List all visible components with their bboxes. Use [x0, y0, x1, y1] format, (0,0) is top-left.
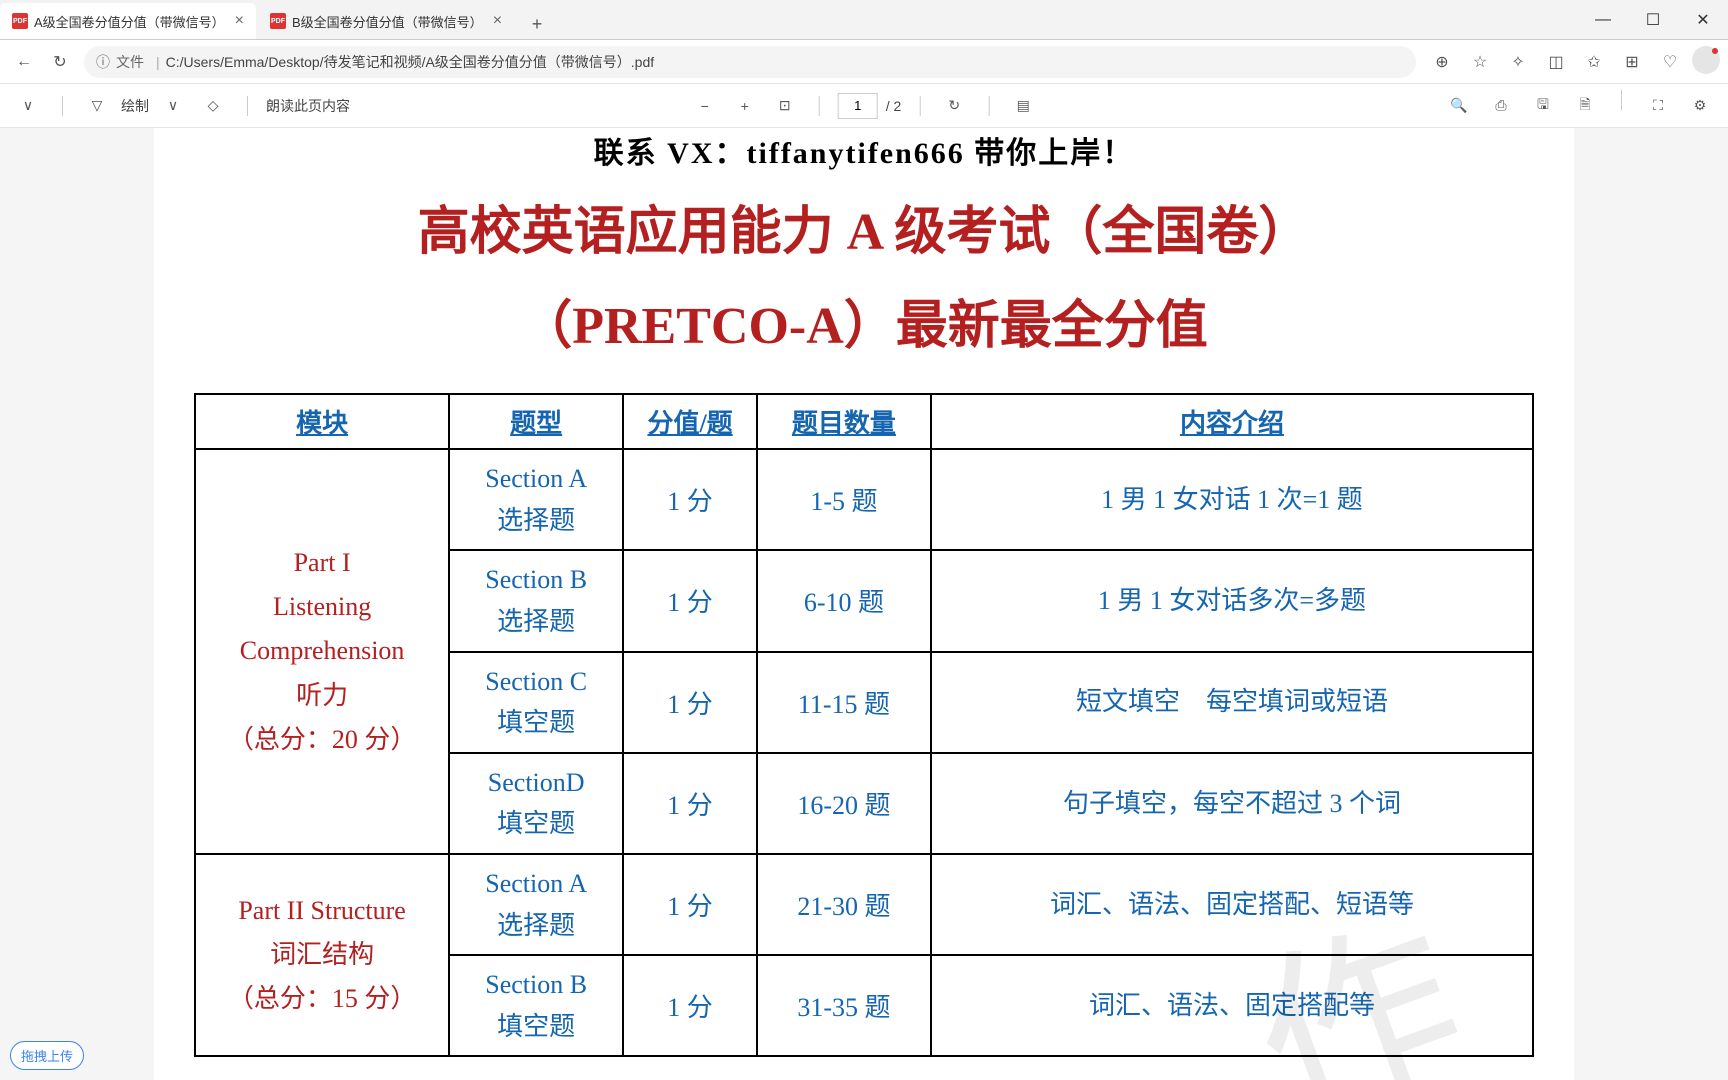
pdf-toolbar: ∨ ▽ 绘制 ∨ ◇ 朗读此页内容 − + ⊡ / 2 ↻ ▤ 🔍 ⎙ 🖫 🗎 … — [0, 84, 1728, 128]
avatar[interactable] — [1692, 46, 1720, 74]
separator: | — [156, 54, 160, 70]
fullscreen-icon[interactable]: ⛶ — [1642, 90, 1674, 122]
favorites-bar-icon[interactable]: ✩ — [1578, 46, 1610, 78]
score-cell: 1 分 — [623, 449, 757, 550]
table-row: Part II Structure词汇结构（总分：15 分） Section A… — [195, 854, 1533, 955]
info-icon: ⓘ — [96, 52, 110, 72]
settings-icon[interactable]: ⚙ — [1684, 90, 1716, 122]
type-cell: SectionD填空题 — [449, 753, 623, 854]
pdf-icon: PDF — [270, 13, 286, 29]
zoom-icon[interactable]: ⊕ — [1426, 46, 1458, 78]
tab-title: B级全国卷分值分值（带微信号） — [292, 12, 483, 31]
type-cell: Section B填空题 — [449, 955, 623, 1056]
th-type: 题型 — [449, 394, 623, 449]
performance-icon[interactable]: ♡ — [1654, 46, 1686, 78]
type-cell: Section B选择题 — [449, 550, 623, 651]
print-icon[interactable]: ⎙ — [1485, 90, 1517, 122]
desc-cell: 词汇、语法、固定搭配、短语等 — [931, 854, 1533, 955]
pdf-page: 联系 VX：tiffanytifen666 带你上岸！ 高校英语应用能力 A 级… — [154, 128, 1574, 1080]
collections-icon[interactable]: ⊞ — [1616, 46, 1648, 78]
tab-title: A级全国卷分值分值（带微信号） — [34, 12, 225, 31]
url-box[interactable]: ⓘ 文件 | C:/Users/Emma/Desktop/待发笔记和视频/A级全… — [84, 46, 1416, 78]
score-cell: 1 分 — [623, 854, 757, 955]
rotate-icon[interactable]: ↻ — [938, 90, 970, 122]
th-score: 分值/题 — [623, 394, 757, 449]
maximize-button[interactable]: ☐ — [1628, 0, 1678, 40]
upload-pill[interactable]: 拖拽上传 — [10, 1041, 84, 1070]
count-cell: 11-15 题 — [757, 652, 931, 753]
document-area: 联系 VX：tiffanytifen666 带你上岸！ 高校英语应用能力 A 级… — [0, 128, 1728, 1080]
desc-cell: 1 男 1 女对话多次=多题 — [931, 550, 1533, 651]
table-header-row: 模块 题型 分值/题 题目数量 内容介绍 — [195, 394, 1533, 449]
scheme-label: 文件 — [116, 52, 144, 72]
module-cell: Part IListeningComprehension听力（总分：20 分） — [195, 449, 449, 854]
page-input[interactable] — [838, 93, 878, 119]
zoom-in-button[interactable]: + — [729, 90, 761, 122]
count-cell: 31-35 题 — [757, 955, 931, 1056]
score-table: 模块 题型 分值/题 题目数量 内容介绍 Part IListeningComp… — [194, 393, 1534, 1057]
save-as-icon[interactable]: 🗎 — [1569, 90, 1601, 122]
favorite-icon[interactable]: ☆ — [1464, 46, 1496, 78]
fit-icon[interactable]: ⊡ — [769, 90, 801, 122]
chevron-down-icon[interactable]: ∨ — [12, 90, 44, 122]
doc-title-1: 高校英语应用能力 A 级考试（全国卷） — [194, 186, 1534, 280]
th-module: 模块 — [195, 394, 449, 449]
contact-line: 联系 VX：tiffanytifen666 带你上岸！ — [194, 128, 1534, 172]
table-row: Part IListeningComprehension听力（总分：20 分） … — [195, 449, 1533, 550]
score-cell: 1 分 — [623, 955, 757, 1056]
close-icon[interactable]: × — [235, 12, 244, 30]
highlight-icon[interactable]: ▽ — [81, 90, 113, 122]
split-icon[interactable]: ◫ — [1540, 46, 1572, 78]
count-cell: 21-30 题 — [757, 854, 931, 955]
type-cell: Section A选择题 — [449, 449, 623, 550]
score-cell: 1 分 — [623, 753, 757, 854]
browser-tab[interactable]: PDF B级全国卷分值分值（带微信号） × — [258, 3, 514, 39]
url-path: C:/Users/Emma/Desktop/待发笔记和视频/A级全国卷分值分值（… — [166, 52, 655, 72]
count-cell: 16-20 题 — [757, 753, 931, 854]
page-view-icon[interactable]: ▤ — [1007, 90, 1039, 122]
desc-cell: 短文填空 每空填词或短语 — [931, 652, 1533, 753]
count-cell: 1-5 题 — [757, 449, 931, 550]
desc-cell: 句子填空，每空不超过 3 个词 — [931, 753, 1533, 854]
read-aloud-button[interactable]: 朗读此页内容 — [266, 96, 350, 116]
desc-cell: 词汇、语法、固定搭配等 — [931, 955, 1533, 1056]
tab-bar: PDF A级全国卷分值分值（带微信号） × PDF B级全国卷分值分值（带微信号… — [0, 0, 1728, 40]
pdf-icon: PDF — [12, 13, 28, 29]
address-bar: ← ↻ ⓘ 文件 | C:/Users/Emma/Desktop/待发笔记和视频… — [0, 40, 1728, 84]
search-icon[interactable]: 🔍 — [1443, 90, 1475, 122]
save-icon[interactable]: 🖫 — [1527, 90, 1559, 122]
type-cell: Section A选择题 — [449, 854, 623, 955]
extensions-icon[interactable]: ✧ — [1502, 46, 1534, 78]
zoom-out-button[interactable]: − — [689, 90, 721, 122]
page-total: / 2 — [886, 98, 902, 114]
desc-cell: 1 男 1 女对话 1 次=1 题 — [931, 449, 1533, 550]
new-tab-button[interactable]: + — [522, 9, 552, 39]
chevron-down-icon[interactable]: ∨ — [157, 90, 189, 122]
doc-title-2: （PRETCO-A）最新最全分值 — [194, 280, 1534, 374]
score-cell: 1 分 — [623, 550, 757, 651]
module-cell: Part II Structure词汇结构（总分：15 分） — [195, 854, 449, 1056]
close-window-button[interactable]: ✕ — [1678, 0, 1728, 40]
refresh-button[interactable]: ↻ — [44, 46, 76, 78]
th-count: 题目数量 — [757, 394, 931, 449]
count-cell: 6-10 题 — [757, 550, 931, 651]
score-cell: 1 分 — [623, 652, 757, 753]
erase-icon[interactable]: ◇ — [197, 90, 229, 122]
th-desc: 内容介绍 — [931, 394, 1533, 449]
back-button[interactable]: ← — [8, 46, 40, 78]
close-icon[interactable]: × — [493, 12, 502, 30]
draw-label[interactable]: 绘制 — [121, 96, 149, 116]
type-cell: Section C填空题 — [449, 652, 623, 753]
minimize-button[interactable]: — — [1578, 0, 1628, 40]
browser-tab-active[interactable]: PDF A级全国卷分值分值（带微信号） × — [0, 3, 256, 39]
